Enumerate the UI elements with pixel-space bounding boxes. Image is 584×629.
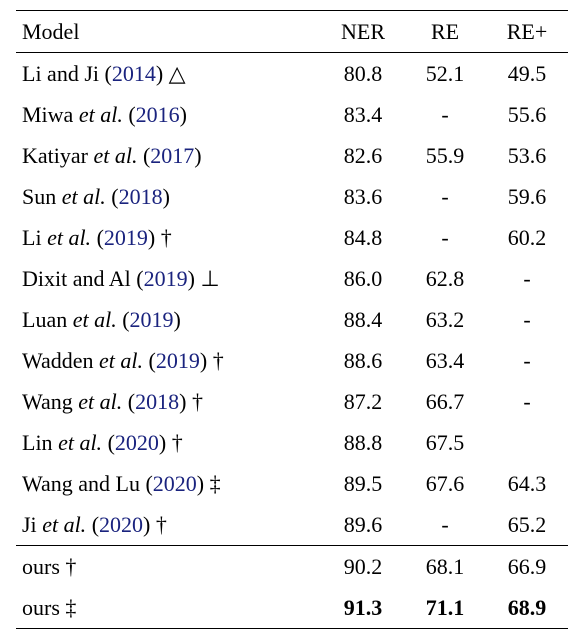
re-cell: - [404,504,486,546]
re-cell: 63.4 [404,340,486,381]
marker-symbol: † [213,344,224,377]
model-cell: Wang et al. (2018) † [16,381,322,422]
model-cell: Dixit and Al (2019) ⊥ [16,258,322,299]
rep-cell: - [486,340,568,381]
rep-cell: 66.9 [486,546,568,588]
ner-cell: 89.6 [322,504,404,546]
citation-year: 2018 [135,389,179,414]
rep-cell: 49.5 [486,53,568,95]
results-table-container: Model NER RE RE+ Li and Ji (2014) △80.85… [0,0,584,568]
rep-cell: - [486,381,568,422]
model-cell: Miwa et al. (2016) [16,94,322,135]
model-cell: Li et al. (2019) † [16,217,322,258]
ner-cell: 84.8 [322,217,404,258]
table-row: Wang and Lu (2020) ‡89.567.664.3 [16,463,568,504]
citation-year: 2020 [115,430,159,455]
re-cell: 66.7 [404,381,486,422]
table-row: Li and Ji (2014) △80.852.149.5 [16,53,568,95]
marker-symbol: △ [169,57,186,90]
rep-cell: 55.6 [486,94,568,135]
ner-cell: 83.4 [322,94,404,135]
table-row: Luan et al. (2019)88.463.2- [16,299,568,340]
citation-year: 2016 [136,102,180,127]
rep-cell: - [486,299,568,340]
ner-cell: 89.5 [322,463,404,504]
ner-cell: 90.2 [322,546,404,588]
table-row: Dixit and Al (2019) ⊥86.062.8- [16,258,568,299]
rep-cell: - [486,258,568,299]
table-row: Ji et al. (2020) †89.6-65.2 [16,504,568,546]
model-cell: Wadden et al. (2019) † [16,340,322,381]
ner-cell: 88.8 [322,422,404,463]
model-cell: Luan et al. (2019) [16,299,322,340]
re-cell: 67.5 [404,422,486,463]
table-row-ours: ours ‡91.371.168.9 [16,587,568,629]
table-row: Wang et al. (2018) †87.266.7- [16,381,568,422]
citation-year: 2014 [112,61,156,86]
re-cell: - [404,176,486,217]
table-row: Katiyar et al. (2017)82.655.953.6 [16,135,568,176]
col-model: Model [16,11,322,53]
re-cell: 55.9 [404,135,486,176]
table-row-ours: ours †90.268.166.9 [16,546,568,588]
ner-cell: 82.6 [322,135,404,176]
rep-cell: 60.2 [486,217,568,258]
model-cell: Katiyar et al. (2017) [16,135,322,176]
citation-year: 2017 [150,143,194,168]
marker-symbol: † [161,221,172,254]
marker-symbol: † [172,426,183,459]
table-row: Sun et al. (2018)83.6-59.6 [16,176,568,217]
table-row: Li et al. (2019) †84.8-60.2 [16,217,568,258]
ner-cell: 80.8 [322,53,404,95]
re-cell: 62.8 [404,258,486,299]
rep-cell: 68.9 [486,587,568,629]
ner-cell: 87.2 [322,381,404,422]
re-cell: 68.1 [404,546,486,588]
re-cell: 71.1 [404,587,486,629]
ner-cell: 83.6 [322,176,404,217]
ner-cell: 88.4 [322,299,404,340]
rep-cell: 59.6 [486,176,568,217]
table-row: Wadden et al. (2019) †88.663.4- [16,340,568,381]
citation-year: 2019 [156,348,200,373]
re-cell: 52.1 [404,53,486,95]
model-cell: ours † [16,546,322,588]
marker-symbol: ⊥ [200,262,219,295]
col-re: RE [404,11,486,53]
results-table: Model NER RE RE+ Li and Ji (2014) △80.85… [16,10,568,629]
citation-year: 2019 [144,266,188,291]
re-cell: 67.6 [404,463,486,504]
re-cell: - [404,217,486,258]
col-ner: NER [322,11,404,53]
citation-year: 2020 [153,471,197,496]
rep-cell: 65.2 [486,504,568,546]
citation-year: 2018 [119,184,163,209]
re-cell: - [404,94,486,135]
rep-cell [486,422,568,463]
rep-cell: 64.3 [486,463,568,504]
ner-cell: 86.0 [322,258,404,299]
citation-year: 2020 [99,512,143,537]
model-cell: Ji et al. (2020) † [16,504,322,546]
marker-symbol: † [192,385,203,418]
marker-symbol: ‡ [210,467,221,500]
citation-year: 2019 [130,307,174,332]
ner-cell: 91.3 [322,587,404,629]
ner-cell: 88.6 [322,340,404,381]
rep-cell: 53.6 [486,135,568,176]
citation-year: 2019 [104,225,148,250]
col-rep: RE+ [486,11,568,53]
model-cell: ours ‡ [16,587,322,629]
table-header-row: Model NER RE RE+ [16,11,568,53]
table-row: Miwa et al. (2016)83.4-55.6 [16,94,568,135]
model-cell: Wang and Lu (2020) ‡ [16,463,322,504]
re-cell: 63.2 [404,299,486,340]
table-row: Lin et al. (2020) †88.867.5 [16,422,568,463]
model-cell: Li and Ji (2014) △ [16,53,322,95]
marker-symbol: † [156,508,167,541]
model-cell: Lin et al. (2020) † [16,422,322,463]
model-cell: Sun et al. (2018) [16,176,322,217]
